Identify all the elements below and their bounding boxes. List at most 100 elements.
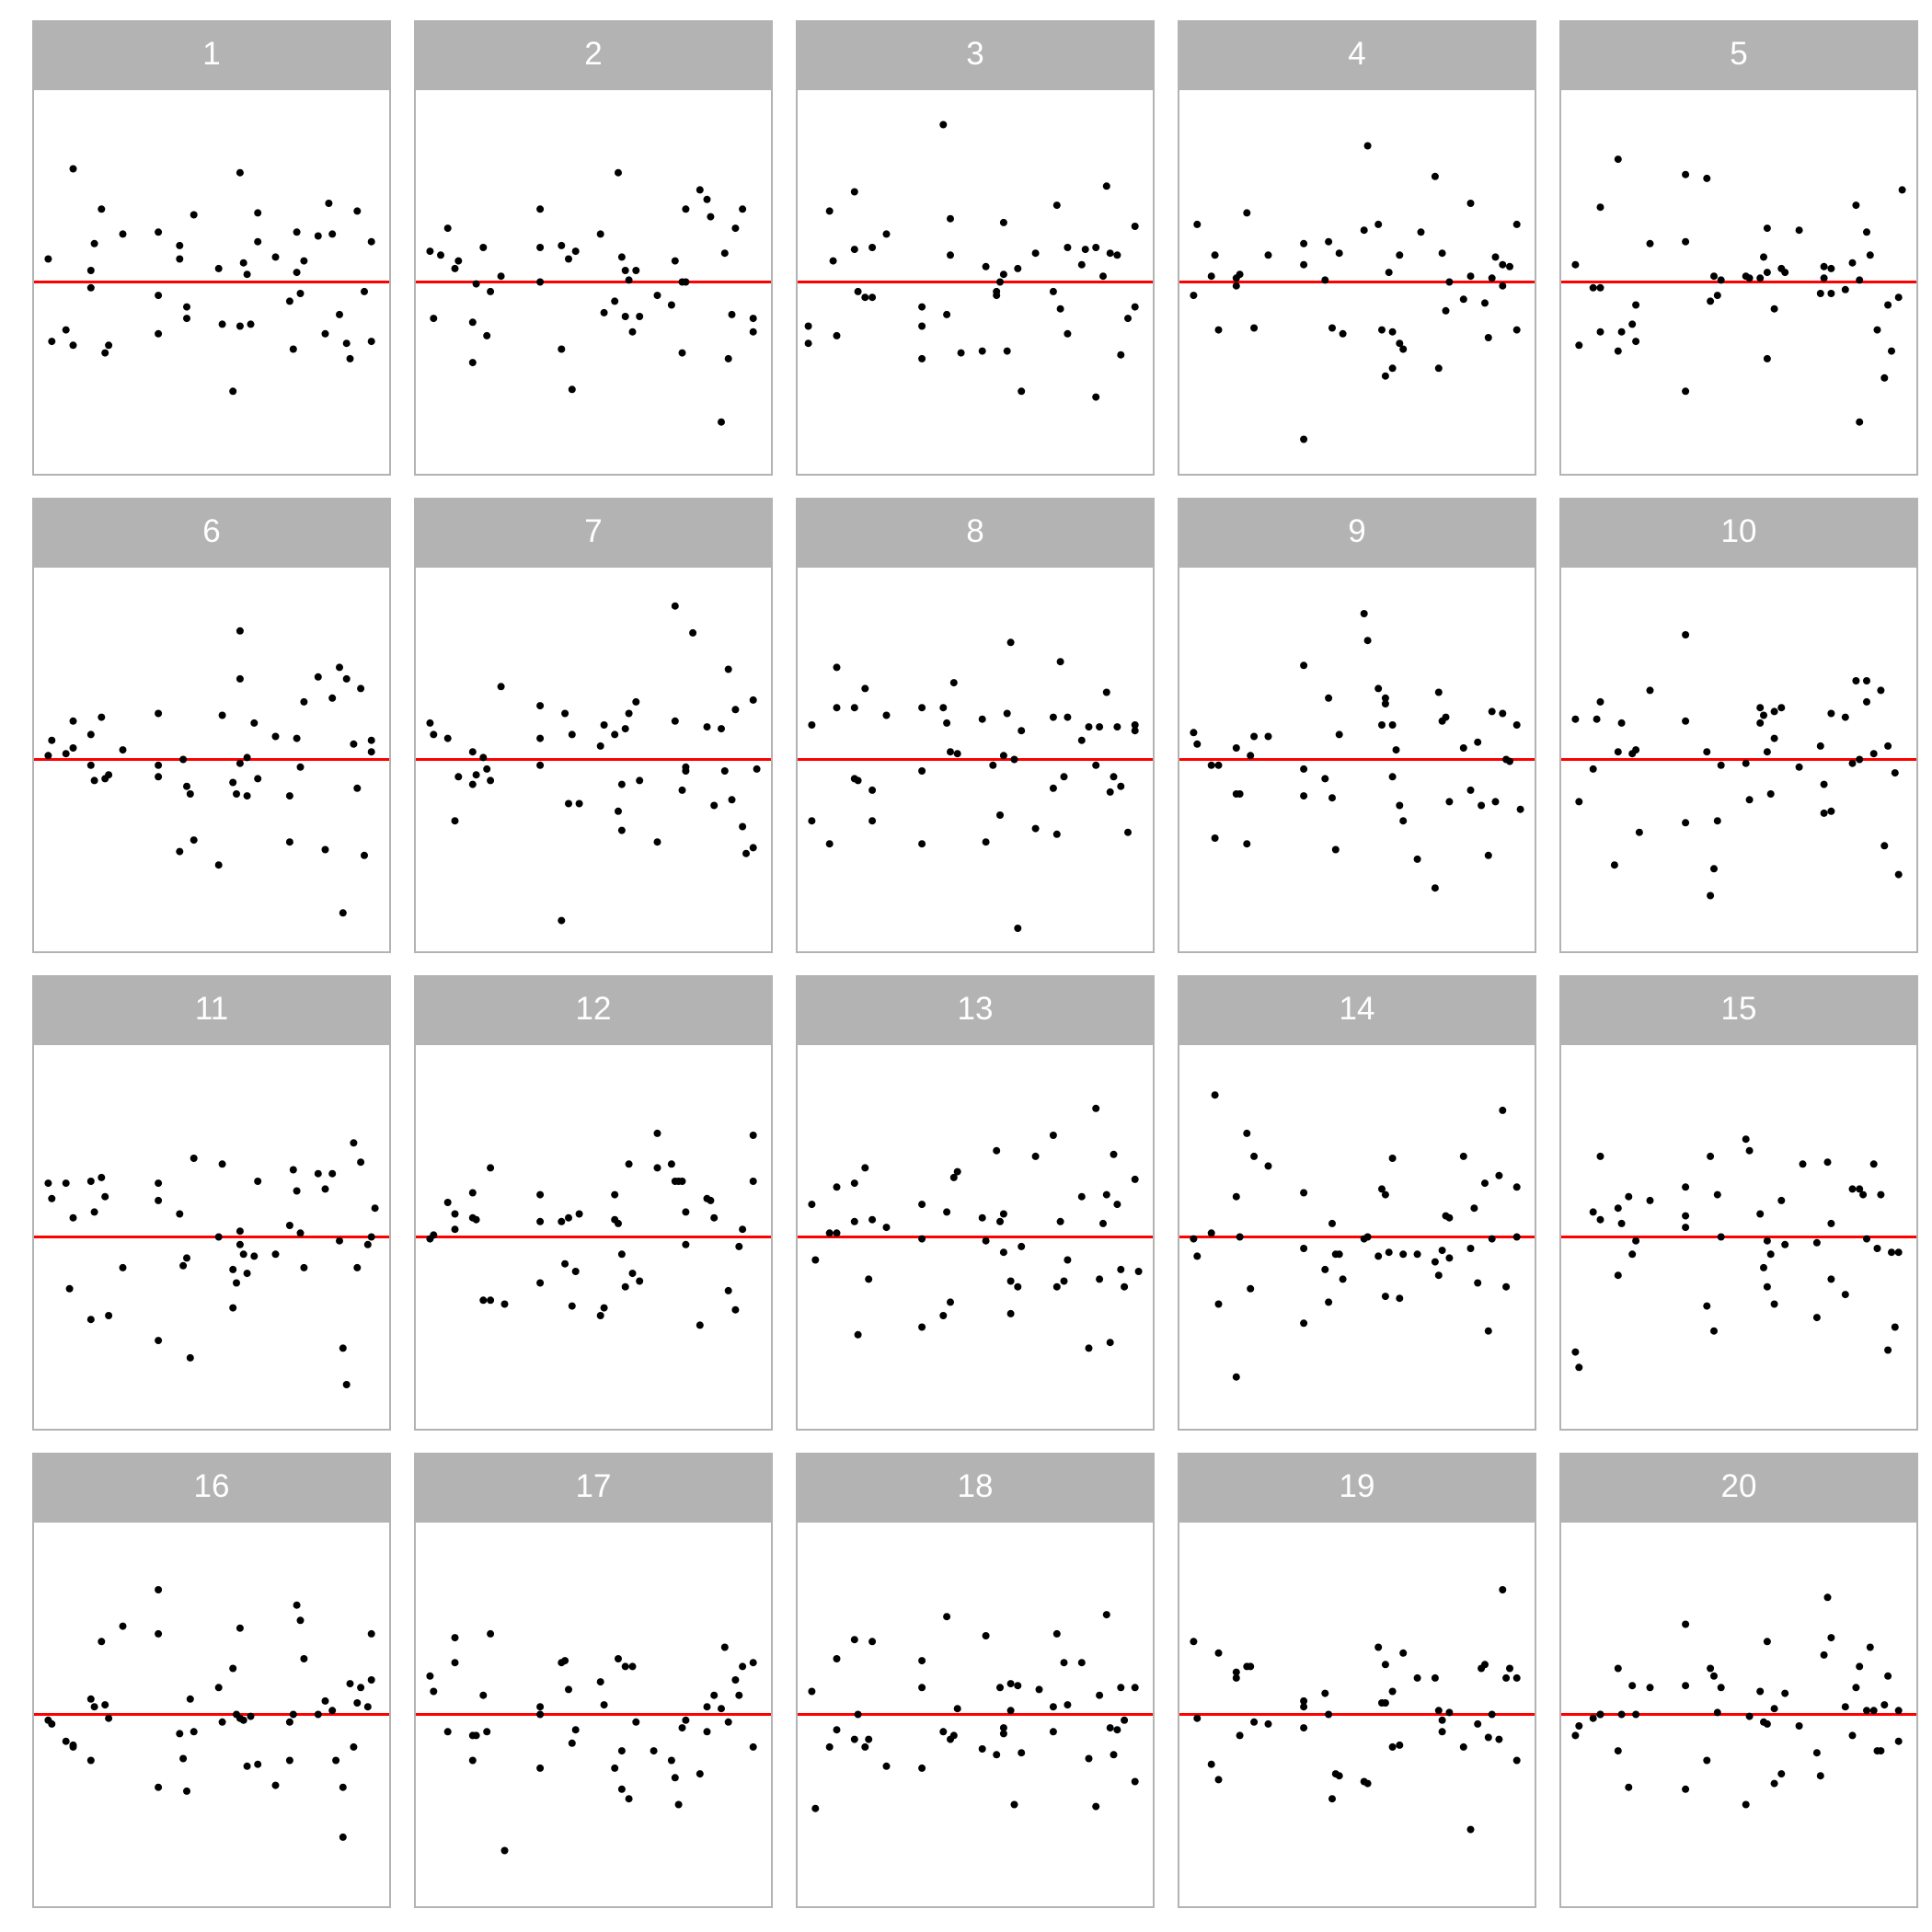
data-point <box>48 1719 56 1728</box>
data-point <box>1300 435 1308 443</box>
data-point <box>443 1199 452 1206</box>
data-point <box>1827 709 1835 718</box>
data-point <box>339 1344 347 1352</box>
data-point <box>1300 792 1308 800</box>
data-point <box>1682 631 1690 638</box>
data-point <box>1713 1708 1721 1717</box>
data-point <box>1866 1643 1874 1651</box>
data-point <box>1381 1661 1389 1669</box>
data-point <box>621 1282 629 1291</box>
data-point <box>1417 228 1425 236</box>
data-point <box>1396 251 1404 259</box>
data-point <box>186 1695 194 1703</box>
data-point <box>105 771 113 779</box>
data-point <box>536 1279 545 1287</box>
data-point <box>1491 253 1500 261</box>
data-point <box>483 1728 491 1736</box>
data-point <box>183 303 190 311</box>
facet-panel-18: 18 <box>796 1453 1155 1908</box>
data-point <box>1049 1132 1057 1139</box>
scatter-plot <box>798 1611 1153 1812</box>
facet-strip-label: 2 <box>414 20 773 88</box>
data-point <box>1866 251 1874 259</box>
facet-panel-19: 19 <box>1178 1453 1536 1908</box>
data-point <box>617 253 626 261</box>
facet-strip-label: 12 <box>414 975 773 1043</box>
plot-area <box>32 88 391 476</box>
data-point <box>718 1705 725 1713</box>
data-point <box>336 1236 343 1245</box>
data-point <box>1300 1696 1308 1705</box>
data-point <box>48 338 56 346</box>
data-point <box>667 1756 675 1765</box>
data-point <box>1335 1250 1343 1259</box>
data-point <box>854 776 862 785</box>
data-point <box>993 1146 1001 1155</box>
data-point <box>617 1785 626 1793</box>
data-point <box>1113 1201 1121 1209</box>
data-point <box>1820 262 1828 270</box>
data-point <box>179 1261 188 1270</box>
data-point <box>1646 1684 1654 1692</box>
data-point <box>1064 244 1072 251</box>
data-point <box>86 1178 95 1185</box>
data-point <box>1374 1643 1383 1651</box>
data-point <box>1770 707 1778 716</box>
data-point <box>155 773 163 781</box>
data-point <box>1434 364 1443 373</box>
data-point <box>1363 1233 1372 1241</box>
data-point <box>1841 1703 1849 1711</box>
data-point <box>1431 1258 1439 1266</box>
data-point <box>1466 272 1475 281</box>
data-point <box>749 1742 757 1751</box>
data-point <box>483 765 491 773</box>
data-point <box>1124 315 1132 323</box>
data-point <box>1571 1731 1580 1740</box>
data-point <box>293 228 301 236</box>
data-point <box>1396 801 1404 810</box>
data-point <box>176 1210 184 1218</box>
data-point <box>1869 750 1878 758</box>
data-point <box>1894 870 1903 879</box>
data-point <box>1052 1629 1061 1638</box>
data-point <box>487 1296 495 1305</box>
data-point <box>250 1252 259 1260</box>
data-point <box>1131 721 1139 729</box>
data-point <box>443 734 452 742</box>
data-point <box>575 799 583 808</box>
data-point <box>1632 338 1640 346</box>
data-point <box>1335 730 1343 739</box>
data-point <box>1682 1682 1690 1690</box>
data-point <box>1466 1245 1475 1252</box>
data-point <box>86 267 95 274</box>
data-point <box>625 276 633 284</box>
data-point <box>1614 347 1622 355</box>
data-point <box>1827 264 1835 272</box>
data-point <box>811 1804 820 1812</box>
data-point <box>1113 723 1121 731</box>
data-point <box>568 1302 576 1310</box>
data-point <box>728 310 736 318</box>
data-point <box>999 270 1007 279</box>
data-point <box>285 1222 293 1229</box>
data-point <box>1848 1731 1857 1740</box>
data-point <box>500 1846 509 1855</box>
data-point <box>1438 1728 1446 1736</box>
data-point <box>1413 1673 1421 1682</box>
data-point <box>357 684 365 693</box>
data-point <box>1894 1737 1903 1745</box>
data-point <box>367 1676 375 1684</box>
data-point <box>999 1248 1007 1257</box>
data-point <box>636 313 644 320</box>
data-point <box>1856 418 1864 426</box>
data-point <box>1328 324 1336 332</box>
data-point <box>710 1691 719 1699</box>
data-point <box>1388 364 1397 373</box>
data-point <box>1056 1217 1064 1225</box>
data-point <box>1863 1235 1870 1243</box>
data-point <box>285 792 293 800</box>
facet-strip-label: 6 <box>32 498 391 566</box>
scatter-plot <box>34 165 389 396</box>
data-point <box>996 1217 1004 1225</box>
data-point <box>1388 1687 1397 1696</box>
